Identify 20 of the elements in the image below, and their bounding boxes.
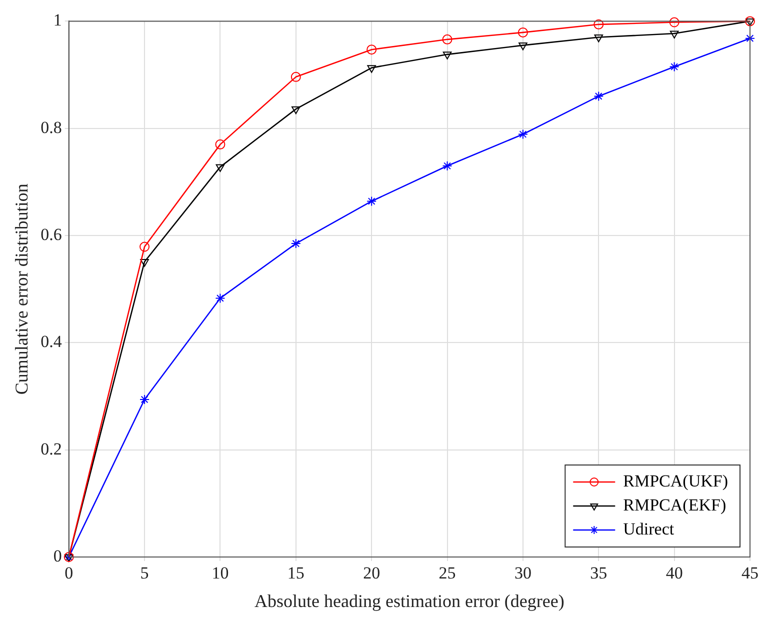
y-tick-label: 0 [53, 546, 62, 566]
y-axis-title: Cumulative error distribution [12, 184, 32, 395]
y-tick-label: 0.8 [40, 118, 62, 137]
x-axis-title: Absolute heading estimation error (degree) [254, 590, 564, 611]
x-tick-label: 35 [590, 564, 608, 583]
x-tick-label: 30 [514, 564, 532, 583]
y-tick-label: 0.2 [40, 439, 62, 458]
y-tick-label: 1 [53, 10, 62, 30]
legend-label: RMPCA(UKF) [623, 471, 728, 490]
x-tick-label: 5 [140, 564, 149, 583]
x-tick-label: 40 [666, 564, 683, 583]
y-tick-label: 0.4 [40, 332, 62, 352]
legend-label: RMPCA(EKF) [623, 495, 726, 514]
x-tick-label: 10 [212, 564, 229, 583]
x-tick-label: 15 [287, 564, 304, 583]
x-tick-label: 25 [438, 564, 456, 583]
x-tick-label: 20 [363, 564, 380, 583]
legend-label: Udirect [623, 519, 674, 538]
x-tick-label: 45 [742, 564, 758, 583]
y-tick-label: 0.6 [40, 224, 62, 244]
